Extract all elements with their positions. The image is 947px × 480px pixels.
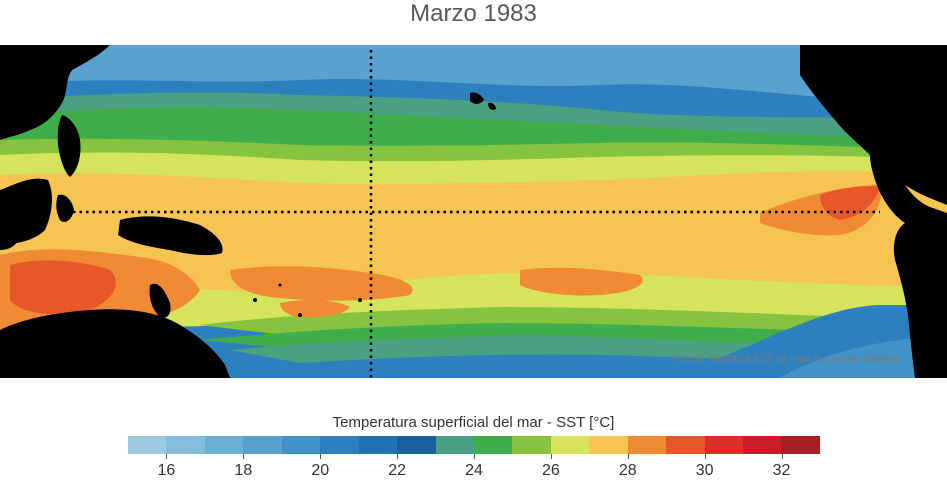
colorbar-segment — [397, 436, 436, 454]
colorbar-segment — [473, 436, 513, 454]
colorbar-tick-label: 16 — [157, 462, 176, 479]
colorbar-tick-label: 22 — [388, 462, 406, 479]
land-asia — [0, 45, 110, 140]
patch-orange-south-central — [280, 300, 350, 318]
colorbar-segment — [704, 436, 743, 454]
colorbar-tick-label: 24 — [465, 462, 483, 479]
colorbar-segment — [550, 436, 590, 454]
colorbar-segment — [666, 436, 705, 454]
colorbar-segment — [281, 436, 321, 454]
land-new-guinea — [118, 216, 223, 256]
colorbar-tick-label: 28 — [618, 462, 637, 479]
colorbar-segment — [320, 436, 359, 454]
patch-orange-central — [230, 266, 413, 301]
colorbar-tick — [627, 454, 629, 459]
land-sumatra — [0, 205, 20, 250]
colorbar-tick-label: 26 — [541, 462, 560, 479]
colorbar-segment — [743, 436, 782, 454]
land-philippines — [57, 115, 81, 177]
map-title: Marzo 1983 — [410, 0, 537, 27]
land-pacific-islands-1 — [253, 298, 257, 302]
land-australia — [0, 309, 230, 378]
colorbar-tick — [704, 454, 706, 459]
land-pacific-islands-3 — [298, 313, 302, 317]
band-north-cool — [0, 45, 947, 105]
land-pacific-islands-2 — [278, 283, 282, 287]
colorbar-tick — [243, 454, 245, 459]
colorbar-segment — [358, 436, 398, 454]
colorbar-segment — [166, 436, 205, 454]
source-note: Fuente: NOAA OI SST V2 High Resolution D… — [673, 354, 899, 365]
land-pacific-islands-4 — [358, 298, 362, 302]
colorbar-tick-label: 30 — [695, 462, 714, 479]
colorbar-segment — [128, 436, 167, 454]
colorbar-ticks: 16 18 20 22 24 26 28 30 32 — [128, 454, 820, 480]
colorbar-tick — [550, 454, 552, 459]
colorbar-tick — [320, 454, 322, 459]
land-north-america — [800, 45, 947, 205]
colorbar-tick-label: 32 — [772, 462, 791, 479]
colorbar-tick — [474, 454, 475, 459]
colorbar-title: Temperatura superficial del mar - SST [°… — [332, 414, 615, 431]
colorbar-segment — [512, 436, 551, 454]
band-southwest-cold — [230, 357, 760, 378]
colorbar-tick-label: 18 — [234, 462, 253, 479]
sst-map-canvas: Fuente: NOAA OI SST V2 High Resolution D… — [0, 45, 947, 378]
colorbar-tick-label: 20 — [311, 462, 330, 479]
colorbar-segment — [627, 436, 667, 454]
colorbar-segment — [204, 436, 244, 454]
colorbar-segment — [589, 436, 628, 454]
patch-red-australia — [10, 260, 116, 315]
colorbar-tick — [166, 454, 168, 459]
colorbar-segment — [435, 436, 474, 454]
colorbar-tick — [397, 454, 399, 459]
colorbar-segment — [781, 436, 820, 454]
land-south-america — [893, 213, 947, 378]
patch-orange-mid — [520, 267, 643, 296]
sst-map: Fuente: NOAA OI SST V2 High Resolution D… — [0, 45, 947, 378]
colorbar — [128, 436, 820, 454]
band-southeast-cool — [780, 335, 947, 378]
colorbar-tick — [781, 454, 783, 459]
land-sulawesi — [56, 194, 74, 222]
land-cape-york — [149, 283, 171, 318]
colorbar-segment — [243, 436, 282, 454]
land-hawaii — [470, 92, 496, 110]
